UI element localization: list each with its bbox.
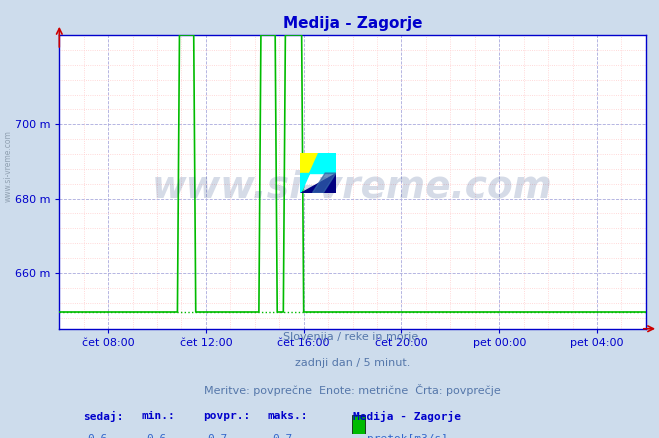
Text: 0,6: 0,6 [146,434,166,438]
Title: Medija - Zagorje: Medija - Zagorje [283,16,422,31]
Polygon shape [300,153,336,193]
Text: sedaj:: sedaj: [83,410,123,422]
Polygon shape [300,153,336,173]
Text: 0,6: 0,6 [88,434,107,438]
Text: Medija - Zagorje: Medija - Zagorje [353,410,461,422]
Text: zadnji dan / 5 minut.: zadnji dan / 5 minut. [295,358,411,368]
Text: povpr.:: povpr.: [203,410,250,420]
Text: 0,7: 0,7 [208,434,228,438]
FancyBboxPatch shape [352,415,365,434]
Text: maks.:: maks.: [268,410,308,420]
Text: Slovenija / reke in morje.: Slovenija / reke in morje. [283,332,422,342]
Text: www.si-vreme.com: www.si-vreme.com [152,170,553,206]
Text: www.si-vreme.com: www.si-vreme.com [3,131,13,202]
Text: pretok[m3/s]: pretok[m3/s] [367,434,448,438]
Text: min.:: min.: [142,410,175,420]
Text: 0,7: 0,7 [272,434,293,438]
Polygon shape [300,173,336,193]
Text: Meritve: povprečne  Enote: metrične  Črta: povprečje: Meritve: povprečne Enote: metrične Črta:… [204,384,501,396]
Polygon shape [312,173,336,193]
